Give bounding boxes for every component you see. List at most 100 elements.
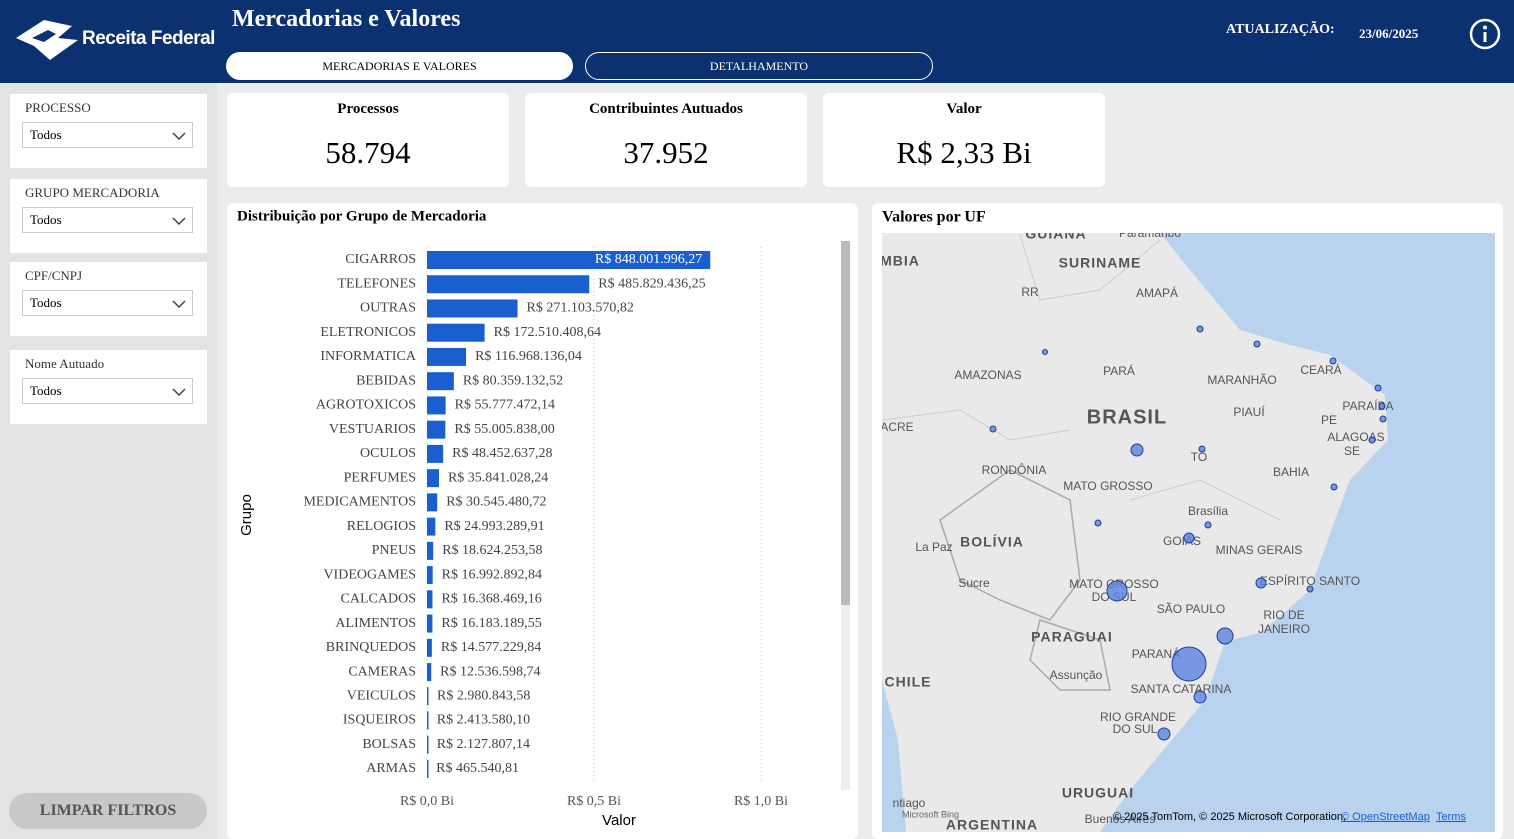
bar (427, 711, 429, 730)
filter-select[interactable]: Todos (22, 207, 193, 233)
y-tick-label: BOLSAS (362, 737, 416, 752)
map-bubble[interactable] (1330, 483, 1338, 491)
map-label: Sucre (958, 576, 990, 590)
x-tick-label: R$ 1,0 Bi (734, 794, 788, 809)
y-tick-label: BRINQUEDOS (326, 640, 416, 655)
map-label: ACRE (880, 420, 913, 434)
bar-panel (227, 203, 858, 839)
map-label: DO SUL (1113, 722, 1158, 736)
filter-label: Nome Autuado (25, 356, 105, 371)
kpi-value: 58.794 (325, 135, 411, 170)
x-tick-label: R$ 0,0 Bi (400, 794, 454, 809)
map-bubble[interactable] (1379, 415, 1387, 423)
data-label: R$ 80.359.132,52 (463, 373, 563, 388)
filter-label: PROCESSO (25, 100, 91, 115)
map-bubble[interactable] (1216, 627, 1234, 645)
bar (427, 760, 429, 778)
filter: PROCESSO Todos (10, 94, 207, 168)
map-label: MBIA (880, 253, 920, 269)
kpi-value: R$ 2,33 Bi (896, 135, 1032, 170)
map-bubble[interactable] (1255, 577, 1267, 589)
bar (427, 469, 439, 488)
title: Mercadorias e Valores (232, 6, 461, 32)
map-terms-link[interactable]: Terms (1436, 811, 1466, 823)
map-label: PARANÁ (1132, 646, 1180, 661)
chevron (172, 300, 186, 308)
y-tick-label: ARMAS (366, 761, 416, 776)
map-bing-logo: Microsoft Bing (902, 809, 959, 819)
bar (427, 323, 485, 342)
map-bubble[interactable] (1329, 357, 1337, 365)
data-label: R$ 271.103.570,82 (527, 301, 634, 316)
clear-button[interactable]: LIMPAR FILTROS (9, 793, 207, 829)
map-label: ntiago (893, 796, 926, 810)
map-bubble[interactable] (1378, 402, 1386, 410)
y-tick-label: TELEFONES (337, 276, 416, 291)
bar (427, 493, 438, 512)
filter-select[interactable]: Todos (22, 378, 193, 404)
data-label: R$ 116.968.136,04 (475, 349, 582, 364)
update-label: ATUALIZAÇÃO: (1226, 22, 1335, 37)
map-label: JANEIRO (1258, 622, 1310, 636)
data-label: R$ 848.001.996,27 (595, 252, 702, 267)
map-label: MATO GROSSO (1063, 479, 1153, 493)
y-tick-label: ALIMENTOS (335, 616, 416, 631)
y-tick-label: CAMERAS (348, 664, 416, 679)
filter-select[interactable]: Todos (22, 290, 193, 316)
info-icon[interactable] (1469, 18, 1501, 50)
map-label: TO (1191, 450, 1207, 464)
x-tick-label: R$ 0,5 Bi (567, 794, 621, 809)
logo-text: Receita Federal (82, 28, 215, 49)
filter-select[interactable]: Todos (22, 122, 193, 148)
tab[interactable]: MERCADORIAS E VALORES (226, 52, 573, 80)
filter: Nome Autuado Todos (10, 350, 207, 424)
map-bubble[interactable] (989, 425, 997, 433)
y-tick-label: CALCADOS (341, 592, 416, 607)
map-bubble[interactable] (1106, 580, 1128, 602)
map[interactable]: GUIANA Paramaribo SURINAME MBIA RR AMAPÁ AMAZO… (880, 226, 1495, 833)
y-tick-label: MEDICAMENTOS (303, 495, 416, 510)
tab[interactable]: DETALHAMENTO (585, 52, 933, 80)
map-bubble[interactable] (1374, 384, 1382, 392)
map-bubble[interactable] (1183, 532, 1195, 544)
data-label: R$ 485.829.436,25 (598, 276, 705, 291)
map-bubble[interactable] (1171, 646, 1207, 682)
map-bubble[interactable] (1253, 340, 1261, 348)
map-label: PARÁ (1103, 363, 1135, 378)
data-label: R$ 55.005.838,00 (454, 422, 554, 437)
map-label: BOLÍVIA (960, 534, 1024, 550)
map-bubble[interactable] (1094, 519, 1102, 527)
bar (427, 444, 444, 463)
map-bubble[interactable] (1204, 521, 1212, 529)
map-bubble[interactable] (1368, 436, 1376, 444)
update-date: 23/06/2025 (1359, 26, 1419, 41)
bar (427, 541, 434, 560)
y-axis-label: Grupo (238, 494, 255, 536)
map-bubble[interactable] (1193, 690, 1207, 704)
scrollbar-thumb[interactable] (841, 241, 850, 605)
data-label: R$ 12.536.598,74 (440, 664, 540, 679)
map-label: La Paz (915, 540, 952, 554)
map-label: GOIÁS (1163, 533, 1201, 548)
map-label: ALAGOAS (1327, 430, 1384, 444)
bar (427, 614, 433, 633)
bar (427, 590, 433, 609)
map-bubble[interactable] (1042, 349, 1048, 355)
y-tick-label: VEICULOS (347, 689, 416, 704)
bar (427, 517, 436, 536)
map-osm-link[interactable]: © OpenStreetMap (1341, 811, 1430, 823)
map-label: CEARÁ (1300, 362, 1341, 377)
map-label: ESPÍRITO SANTO (1260, 573, 1360, 588)
map-bubble[interactable] (1198, 445, 1206, 453)
chevron (172, 217, 186, 225)
map-bubble[interactable] (1306, 585, 1314, 593)
map-bubble[interactable] (1157, 727, 1171, 741)
map-bubble[interactable] (1196, 325, 1204, 333)
map-label: Brasília (1188, 504, 1228, 518)
header: Receita Federal Mercadorias e Valores ME… (0, 0, 1514, 83)
bar (427, 566, 433, 585)
map-bubble[interactable] (1130, 443, 1144, 457)
map-label: PARAÍBA (1342, 398, 1393, 413)
data-label: R$ 16.992.892,84 (442, 567, 542, 582)
